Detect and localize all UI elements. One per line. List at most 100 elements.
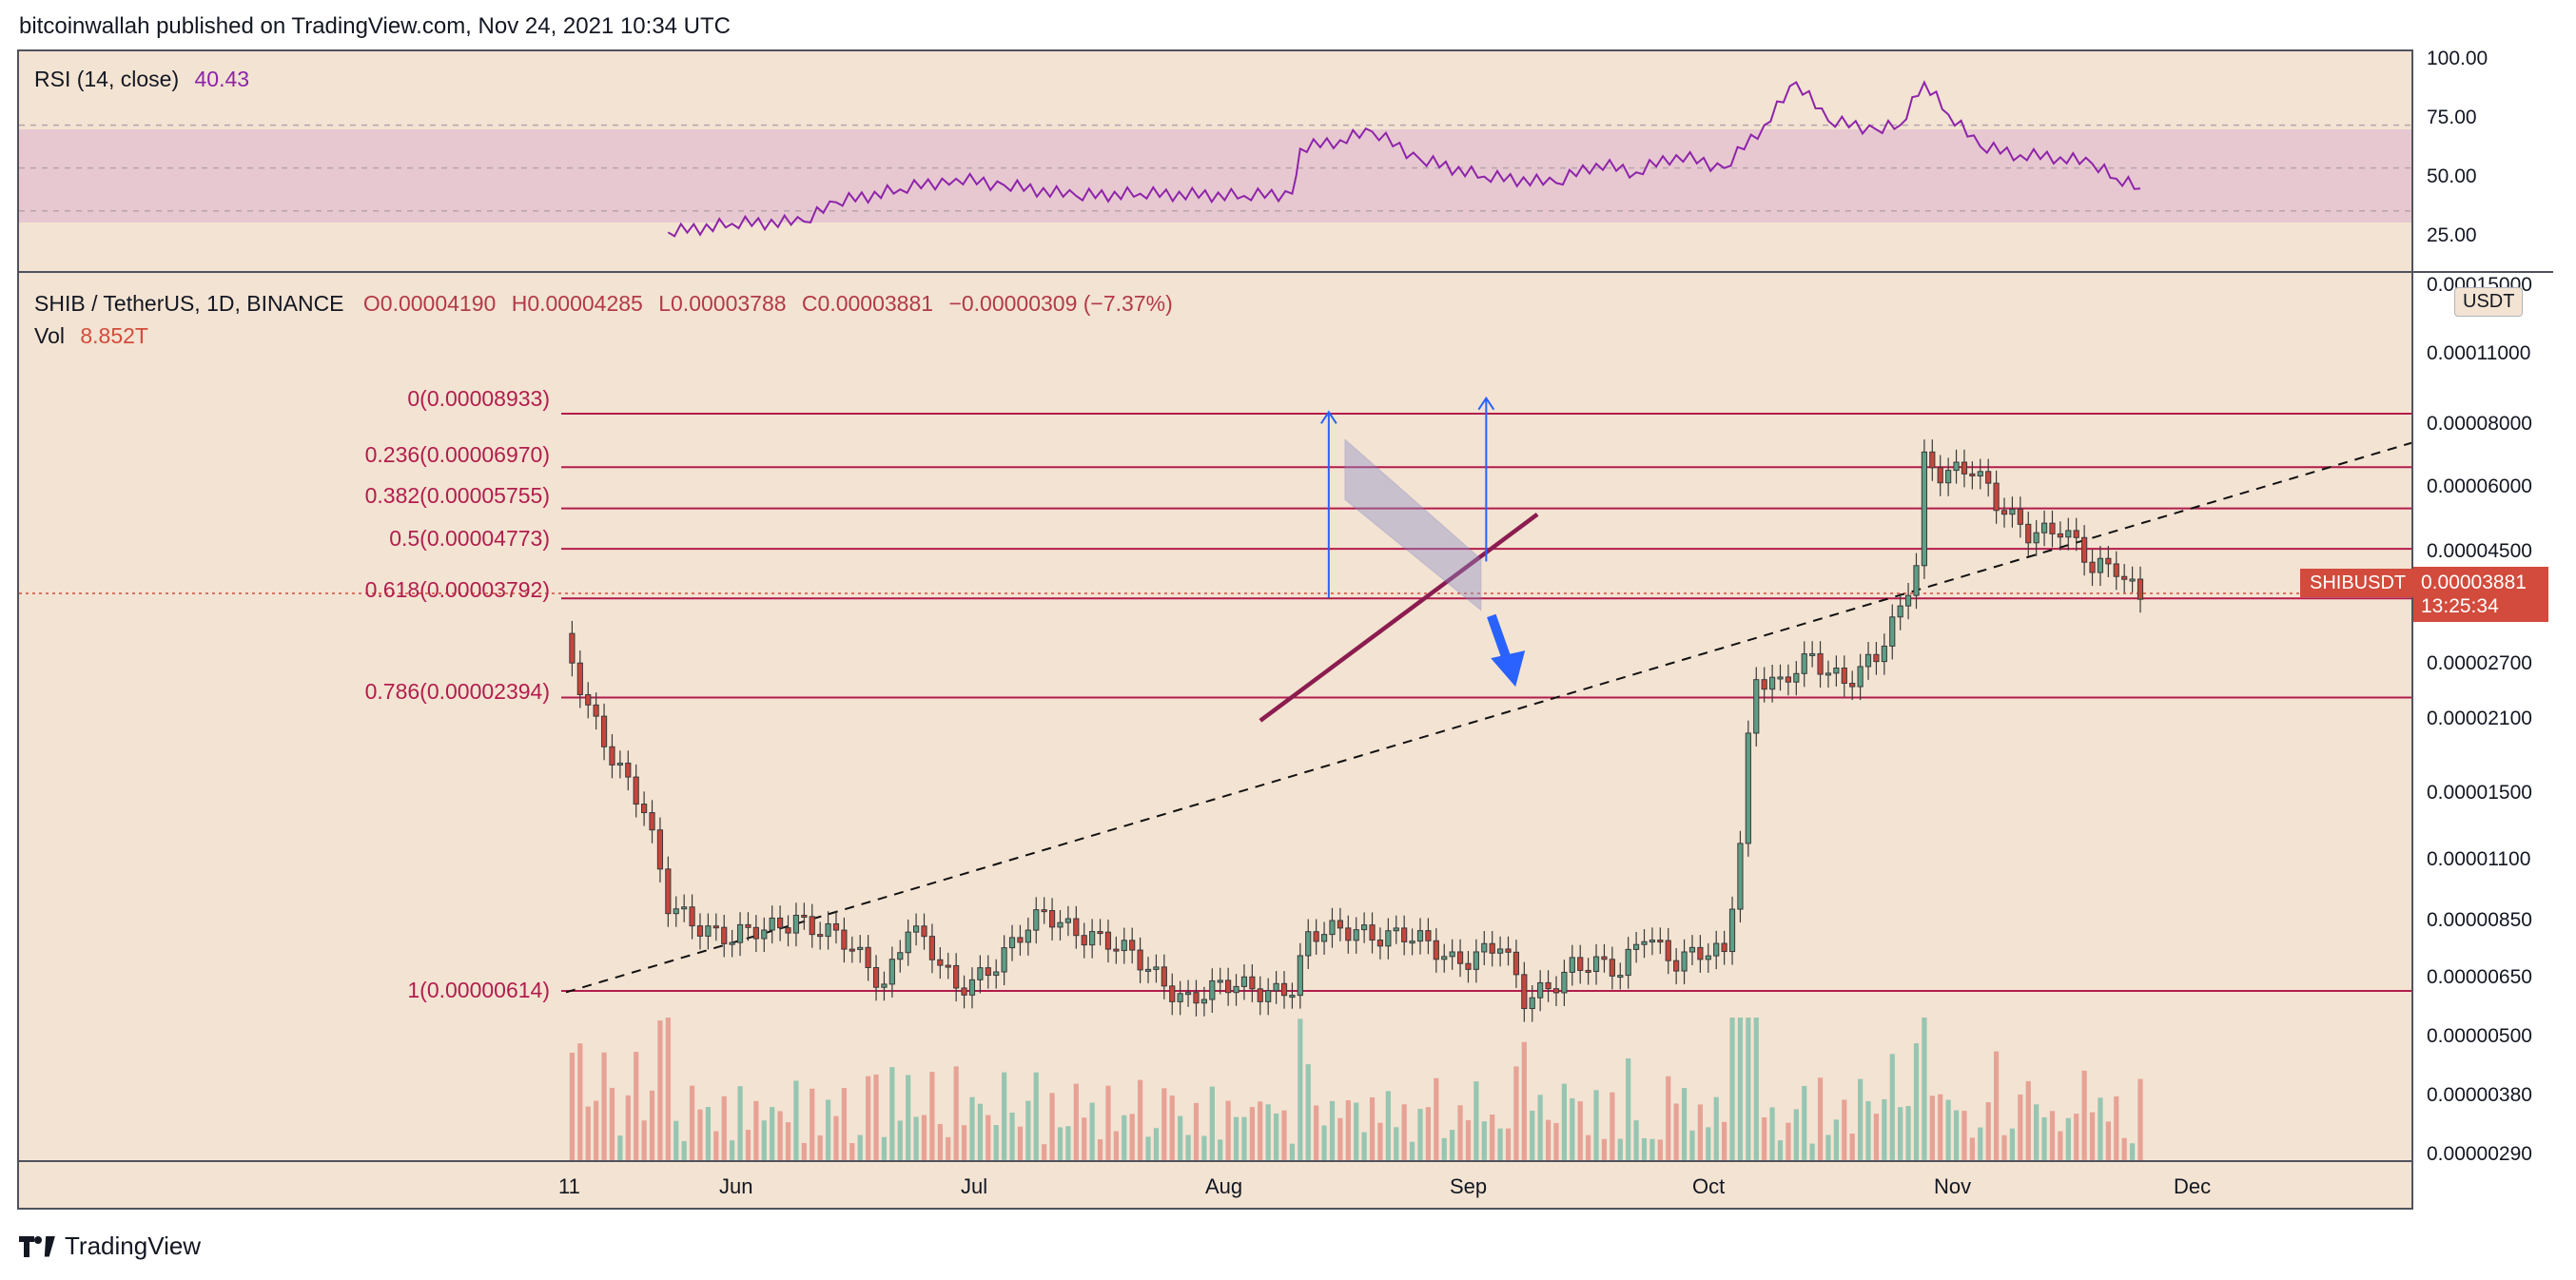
candle-up bbox=[1361, 924, 1368, 931]
rsi-legend-value: 40.43 bbox=[194, 67, 250, 91]
volume-bar bbox=[1865, 1100, 1871, 1160]
price-axis-tick: 0.00006000 bbox=[2427, 475, 2532, 497]
candle-down bbox=[1873, 653, 1880, 663]
candle-down bbox=[1657, 940, 1664, 943]
volume-bar bbox=[1809, 1143, 1815, 1160]
volume-bar bbox=[1305, 1064, 1311, 1160]
volume-bar bbox=[1641, 1137, 1648, 1160]
candle-down bbox=[921, 925, 927, 938]
candle-down bbox=[817, 934, 824, 938]
volume-bar bbox=[1858, 1078, 1864, 1160]
candle-down bbox=[928, 936, 936, 960]
candle-down bbox=[1601, 956, 1608, 960]
volume-bar bbox=[801, 1142, 807, 1160]
volume-bar bbox=[1553, 1122, 1559, 1160]
volume-bar bbox=[1762, 1117, 1767, 1160]
volume-bar bbox=[1697, 1104, 1703, 1160]
volume-bar bbox=[1281, 1110, 1287, 1160]
price-axis-tick: 0.00002100 bbox=[2427, 708, 2532, 729]
volume-bar bbox=[977, 1103, 983, 1160]
volume-bar bbox=[906, 1075, 911, 1160]
price-axis-tick: 0.00000650 bbox=[2427, 966, 2532, 988]
candle-down bbox=[696, 925, 704, 937]
candle-down bbox=[609, 746, 615, 766]
rsi-overbought-oversold-band bbox=[19, 129, 2411, 223]
volume-bar bbox=[1577, 1101, 1583, 1160]
candle-down bbox=[1721, 942, 1727, 953]
volume-bar bbox=[1298, 1018, 1303, 1160]
pane-divider[interactable] bbox=[17, 271, 2553, 273]
volume-bar bbox=[1233, 1116, 1239, 1160]
fib-level-label: 1(0.00000614) bbox=[407, 978, 550, 1002]
volume-bar bbox=[897, 1120, 903, 1160]
volume-bar bbox=[1626, 1057, 1631, 1160]
candle-up bbox=[616, 762, 623, 766]
symbol-label[interactable]: SHIB / TetherUS, 1D, BINANCE bbox=[34, 291, 344, 316]
candle-down bbox=[777, 917, 784, 929]
candle-up bbox=[1681, 951, 1688, 972]
price-axis-tick: 0.00000290 bbox=[2427, 1143, 2532, 1165]
chart-area[interactable] bbox=[17, 49, 2413, 1210]
candle-up bbox=[1353, 929, 1359, 941]
volume-bar bbox=[1938, 1094, 1943, 1160]
candle-down bbox=[1401, 927, 1408, 942]
tradingview-brand[interactable]: TradingView bbox=[19, 1232, 201, 1261]
candle-up bbox=[968, 979, 976, 996]
volume-bar bbox=[1201, 1135, 1207, 1160]
candle-down bbox=[1048, 910, 1056, 928]
fib-level-label: 0.236(0.00006970) bbox=[364, 442, 550, 467]
volume-bar bbox=[1753, 1018, 1759, 1160]
volume-bar bbox=[1833, 1119, 1839, 1160]
volume-bar bbox=[1193, 1102, 1200, 1160]
volume-bar bbox=[1265, 1104, 1271, 1160]
volume-bar bbox=[601, 1052, 607, 1160]
volume-bar bbox=[730, 1140, 735, 1160]
volume-bar bbox=[761, 1120, 767, 1160]
candle-up bbox=[673, 908, 679, 915]
candle-up bbox=[1537, 981, 1544, 999]
time-axis-border bbox=[17, 1160, 2413, 1162]
volume-bar bbox=[1145, 1136, 1151, 1160]
volume-bar bbox=[721, 1096, 727, 1160]
candle-down bbox=[1249, 976, 1256, 990]
candle-up bbox=[1561, 971, 1568, 994]
candle-up bbox=[1705, 955, 1711, 960]
candle-up bbox=[2009, 508, 2016, 515]
candle-up bbox=[905, 931, 911, 954]
candle-up bbox=[2129, 578, 2136, 582]
volume-bar bbox=[1969, 1137, 1975, 1160]
volume-bar bbox=[1129, 1114, 1135, 1160]
volume-bar bbox=[673, 1120, 679, 1160]
volume-bar bbox=[585, 1106, 591, 1160]
candle-down bbox=[1280, 982, 1288, 997]
candle-up bbox=[1385, 930, 1392, 947]
measured-move-arrow-left-head bbox=[1320, 410, 1337, 424]
descending-channel bbox=[1344, 438, 1482, 611]
candle-down bbox=[1081, 935, 1087, 946]
rsi-legend-label: RSI (14, close) bbox=[34, 67, 180, 91]
volume-bar bbox=[1161, 1088, 1167, 1160]
price-axis-tick: 0.00001500 bbox=[2427, 782, 2532, 804]
volume-bar bbox=[1345, 1100, 1351, 1160]
volume-bar bbox=[1521, 1041, 1527, 1160]
volume-bar bbox=[649, 1090, 655, 1160]
currency-unit-badge[interactable]: USDT bbox=[2454, 287, 2524, 317]
volume-bar bbox=[1361, 1132, 1367, 1160]
candle-up bbox=[681, 906, 688, 910]
candle-up bbox=[1144, 968, 1152, 972]
volume-bar bbox=[1377, 1122, 1383, 1160]
candle-down bbox=[865, 946, 871, 968]
candle-down bbox=[1456, 951, 1464, 964]
candle-down bbox=[1257, 988, 1263, 1002]
candle-up bbox=[1777, 676, 1784, 680]
volume-bar bbox=[1673, 1103, 1679, 1160]
candle-down bbox=[569, 632, 576, 664]
volume-bar bbox=[1434, 1077, 1439, 1160]
candle-down bbox=[721, 926, 728, 944]
volume-bar bbox=[1610, 1092, 1615, 1160]
candle-down bbox=[1345, 927, 1352, 941]
candle-down bbox=[1097, 931, 1103, 935]
volume-bar bbox=[1089, 1102, 1095, 1160]
candle-up bbox=[1801, 653, 1807, 674]
